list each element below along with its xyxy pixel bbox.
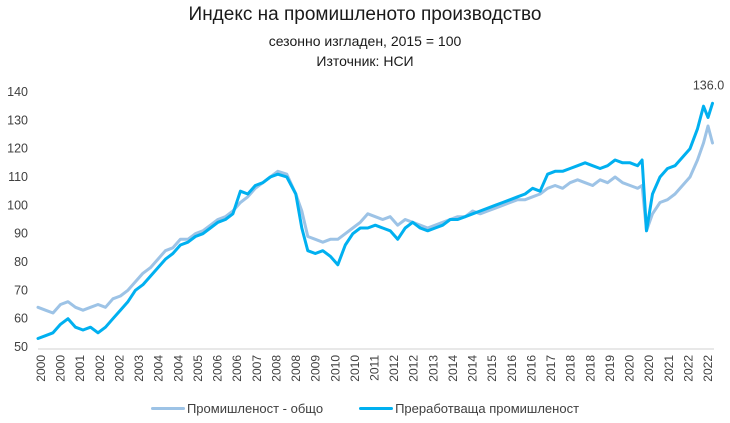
data-label-last-value: 136.0 xyxy=(693,78,724,92)
y-tick-label: 60 xyxy=(14,312,28,326)
y-tick-label: 130 xyxy=(7,113,28,127)
x-tick-label: 2005 xyxy=(191,355,205,382)
chart-title: Индекс на промишленото производство xyxy=(188,4,542,25)
x-tick-label: 2010 xyxy=(328,355,342,382)
x-tick-label: 2016 xyxy=(505,355,519,382)
series-line-total xyxy=(36,124,714,315)
x-tick-label: 2017 xyxy=(544,355,558,382)
x-tick-label: 2022 xyxy=(701,355,715,382)
x-tick-label: 2008 xyxy=(269,355,283,382)
x-tick-label: 2002 xyxy=(112,355,126,382)
x-tick-label: 2004 xyxy=(171,355,185,382)
legend-swatch-total xyxy=(150,407,185,410)
x-tick-label: 2019 xyxy=(603,355,617,382)
x-tick-label: 2020 xyxy=(623,355,637,382)
x-axis: 2000 2000 2001 2002 2002 2003 2004 2004 2005 2006… xyxy=(34,355,715,382)
chart-subtitle: сезонно изгладен, 2015 = 100 xyxy=(268,33,462,49)
y-tick-label: 120 xyxy=(7,142,28,156)
y-tick-label: 140 xyxy=(7,85,28,99)
y-tick-label: 110 xyxy=(8,170,28,184)
x-tick-label: 2021 xyxy=(662,355,676,382)
annotations: 136.0 xyxy=(693,78,724,92)
legend-label-total: Промишленост - общо xyxy=(186,401,324,416)
y-tick-label: 100 xyxy=(7,198,28,212)
x-tick-label: 2012 xyxy=(387,355,401,382)
x-tick-label: 2022 xyxy=(681,355,695,382)
x-tick-label: 2020 xyxy=(642,355,656,382)
x-tick-label: 2001 xyxy=(73,355,87,382)
x-tick-label: 2010 xyxy=(348,355,362,382)
x-tick-label: 2007 xyxy=(250,355,264,382)
x-tick-label: 2000 xyxy=(34,355,48,382)
x-tick-label: 2003 xyxy=(132,355,146,382)
series-lines xyxy=(36,101,714,340)
y-tick-label: 50 xyxy=(14,340,28,354)
x-tick-label: 2006 xyxy=(230,355,244,382)
x-tick-label: 2004 xyxy=(152,355,166,382)
x-tick-label: 2009 xyxy=(309,355,323,382)
x-tick-label: 2008 xyxy=(289,355,303,382)
x-tick-label: 2012 xyxy=(407,355,421,382)
y-tick-label: 70 xyxy=(14,283,28,297)
y-tick-label: 80 xyxy=(14,255,28,269)
x-tick-label: 2016 xyxy=(524,355,538,382)
legend-item-manufacturing: Преработваща промишленост xyxy=(359,401,579,416)
y-tick-label: 90 xyxy=(14,227,28,241)
legend-label-manufacturing: Преработваща промишленост xyxy=(395,401,580,416)
x-tick-label: 2006 xyxy=(211,355,225,382)
x-tick-label: 2018 xyxy=(583,355,597,382)
x-tick-label: 2015 xyxy=(485,355,499,382)
x-tick-label: 2014 xyxy=(446,355,460,382)
chart-source: Източник: НСИ xyxy=(316,53,414,69)
legend-swatch-manufacturing xyxy=(359,407,394,410)
x-tick-label: 2014 xyxy=(466,355,480,382)
legend-item-total: Промишленост - общо xyxy=(150,401,324,416)
x-tick-label: 2018 xyxy=(564,355,578,382)
x-tick-label: 2013 xyxy=(426,355,440,382)
y-axis: 50 60 70 80 90 100 110 120 130 140 xyxy=(7,85,28,354)
series-line-manufacturing xyxy=(36,101,714,340)
legend: Промишленост - общо Преработваща промишл… xyxy=(0,401,730,416)
x-tick-label: 2011 xyxy=(368,355,382,381)
x-tick-label: 2002 xyxy=(93,355,107,382)
x-tick-label: 2000 xyxy=(54,355,68,382)
